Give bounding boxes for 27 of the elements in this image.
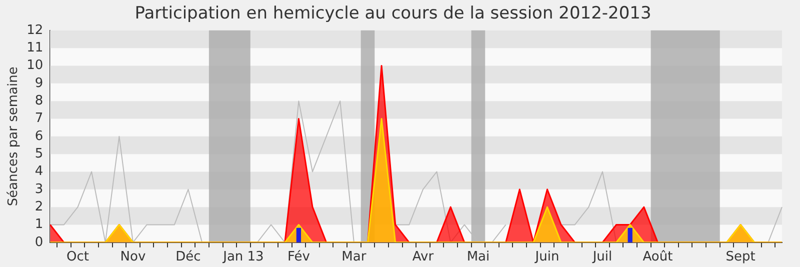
y-tick-label: 10 [26,58,44,74]
x-tick-label: Mar [342,250,367,265]
y-tick-label: 5 [34,146,44,162]
y-tick-label: 12 [26,22,44,38]
x-tick-label: Fév [287,250,310,265]
x-tick-label: Jan 13 [222,250,264,265]
y-tick-label: 7 [34,111,44,126]
chart-title: Participation en hemicycle au cours de la session 2012-2013 [134,4,652,24]
y-tick-label: 0 [34,234,44,250]
x-tick-label: Oct [66,250,89,265]
y-tick-label: 3 [34,182,44,197]
y-tick-label: 1 [34,217,44,232]
x-tick-label: Avr [412,250,434,265]
y-tick-label: 2 [34,199,44,214]
x-tick-label: Mai [466,250,490,265]
y-tick-label: 11 [26,40,44,56]
x-tick-label: Nov [120,250,146,265]
x-tick-label: Juil [592,250,612,265]
y-tick-label: 6 [34,128,44,144]
x-tick-label: Juin [534,250,560,265]
y-tick-label: 9 [34,76,44,91]
x-tick-label: Déc [176,250,201,265]
y-axis-title: Séances par semaine [6,66,22,206]
x-tick-label: Sept [726,250,756,265]
y-tick-label: 4 [34,164,44,180]
y-tick-label: 8 [34,93,44,108]
x-tick-label: Août [642,250,673,265]
